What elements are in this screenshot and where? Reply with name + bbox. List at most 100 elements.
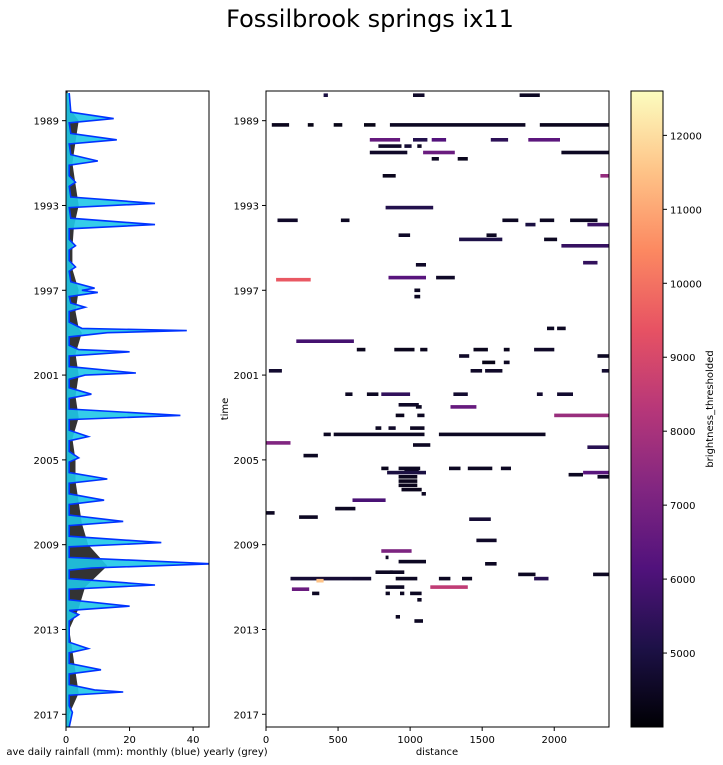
y-tick-label: 1997 — [234, 286, 259, 297]
brightness-segment — [385, 555, 389, 560]
brightness-segment — [277, 218, 298, 223]
brightness-segment — [519, 93, 540, 97]
brightness-segment — [438, 432, 546, 437]
brightness-segment — [378, 144, 402, 148]
brightness-segment — [414, 619, 423, 623]
y-tick-label: 2005 — [34, 456, 59, 467]
brightness-segment — [583, 260, 598, 265]
brightness-segment — [436, 275, 455, 280]
brightness-segment — [271, 123, 290, 127]
brightness-axes-frame — [265, 90, 610, 728]
brightness-segment — [473, 347, 488, 352]
brightness-segment — [352, 498, 386, 502]
brightness-segment — [290, 576, 353, 581]
brightness-y-label: time — [220, 398, 231, 421]
brightness-segment — [430, 585, 468, 589]
y-tick-label: 1993 — [34, 201, 59, 212]
x-tick-label: 2000 — [542, 735, 567, 746]
brightness-segment — [382, 174, 396, 178]
brightness-segment — [587, 222, 609, 227]
brightness-segment — [518, 572, 536, 577]
brightness-segment — [423, 150, 455, 155]
brightness-segment — [486, 233, 497, 237]
brightness-segment — [387, 470, 426, 475]
brightness-segment — [597, 475, 609, 479]
brightness-segment — [431, 157, 439, 161]
brightness-segment — [375, 570, 393, 574]
brightness-segment — [482, 360, 496, 365]
x-tick-label: 1000 — [397, 735, 422, 746]
brightness-segment — [544, 237, 558, 242]
monthly-line — [68, 93, 209, 727]
brightness-segment — [266, 511, 275, 515]
brightness-segment — [303, 453, 318, 458]
brightness-segment — [388, 426, 396, 430]
colorbar-tick-label: 12000 — [670, 131, 702, 142]
brightness-segment — [539, 123, 609, 127]
brightness-segment — [276, 277, 311, 282]
brightness-segment — [593, 572, 609, 577]
brightness-segment — [450, 405, 477, 409]
colorbar: 5000 6000 7000 8000 9000 10000 11000 12000 brig… — [630, 90, 716, 728]
colorbar-tick-label: 6000 — [670, 575, 695, 586]
brightness-segment — [266, 441, 291, 445]
brightness-segment — [323, 93, 328, 97]
brightness-segment — [395, 615, 400, 619]
brightness-segment — [459, 237, 503, 242]
brightness-segment — [570, 218, 598, 223]
brightness-segment — [415, 405, 422, 409]
x-tick-label: 1500 — [469, 735, 494, 746]
brightness-segment — [404, 144, 412, 148]
y-tick-label: 2017 — [34, 710, 59, 721]
brightness-segment — [345, 392, 353, 396]
colorbar-tick-label: 5000 — [670, 649, 695, 660]
brightness-segment — [421, 492, 426, 496]
brightness-segment — [366, 392, 379, 396]
brightness-segment — [299, 515, 318, 519]
colorbar-tick-label: 10000 — [670, 279, 702, 290]
brightness-segment — [457, 157, 468, 161]
brightness-segment — [398, 475, 418, 479]
x-tick-label: 40 — [187, 735, 200, 746]
brightness-segment — [381, 466, 389, 471]
brightness-segment — [316, 578, 324, 583]
brightness-segment — [410, 591, 422, 596]
brightness-segment — [381, 549, 412, 553]
brightness-segment — [417, 413, 425, 418]
brightness-segment — [561, 244, 609, 248]
y-tick-label: 2009 — [234, 541, 259, 552]
brightness-segment — [476, 538, 497, 543]
brightness-segment — [385, 591, 390, 596]
brightness-segment — [395, 576, 418, 581]
brightness-segment — [333, 123, 343, 127]
brightness-segment — [467, 466, 493, 471]
brightness-segment — [388, 275, 426, 280]
x-tick-label: 0 — [263, 735, 269, 746]
brightness-segment — [503, 347, 510, 352]
brightness-segment — [323, 432, 331, 437]
brightness-x-ticks: 0 500 1000 1500 2000 — [263, 727, 567, 746]
brightness-segment — [557, 392, 573, 396]
brightness-segment — [583, 470, 609, 475]
brightness-segment — [414, 294, 421, 299]
brightness-segment — [312, 591, 320, 596]
brightness-segment — [485, 562, 497, 566]
brightness-segment — [413, 93, 425, 97]
brightness-segment — [561, 150, 609, 155]
brightness-segment — [398, 466, 421, 471]
brightness-segment — [401, 487, 422, 492]
brightness-segment — [469, 517, 491, 521]
y-tick-label: 2005 — [234, 456, 259, 467]
brightness-segment — [597, 354, 609, 358]
brightness-segment — [431, 138, 447, 142]
x-tick-label: 500 — [329, 735, 348, 746]
brightness-segment — [417, 144, 422, 148]
rainfall-y-ticks: 1989 1993 1997 2001 2005 2009 2013 2017 — [34, 117, 66, 721]
brightness-segment — [568, 472, 583, 477]
brightness-segment — [470, 369, 483, 373]
brightness-segment — [536, 392, 543, 396]
brightness-segment — [449, 466, 461, 471]
y-tick-label: 2017 — [234, 710, 259, 721]
brightness-x-label: distance — [416, 747, 458, 758]
